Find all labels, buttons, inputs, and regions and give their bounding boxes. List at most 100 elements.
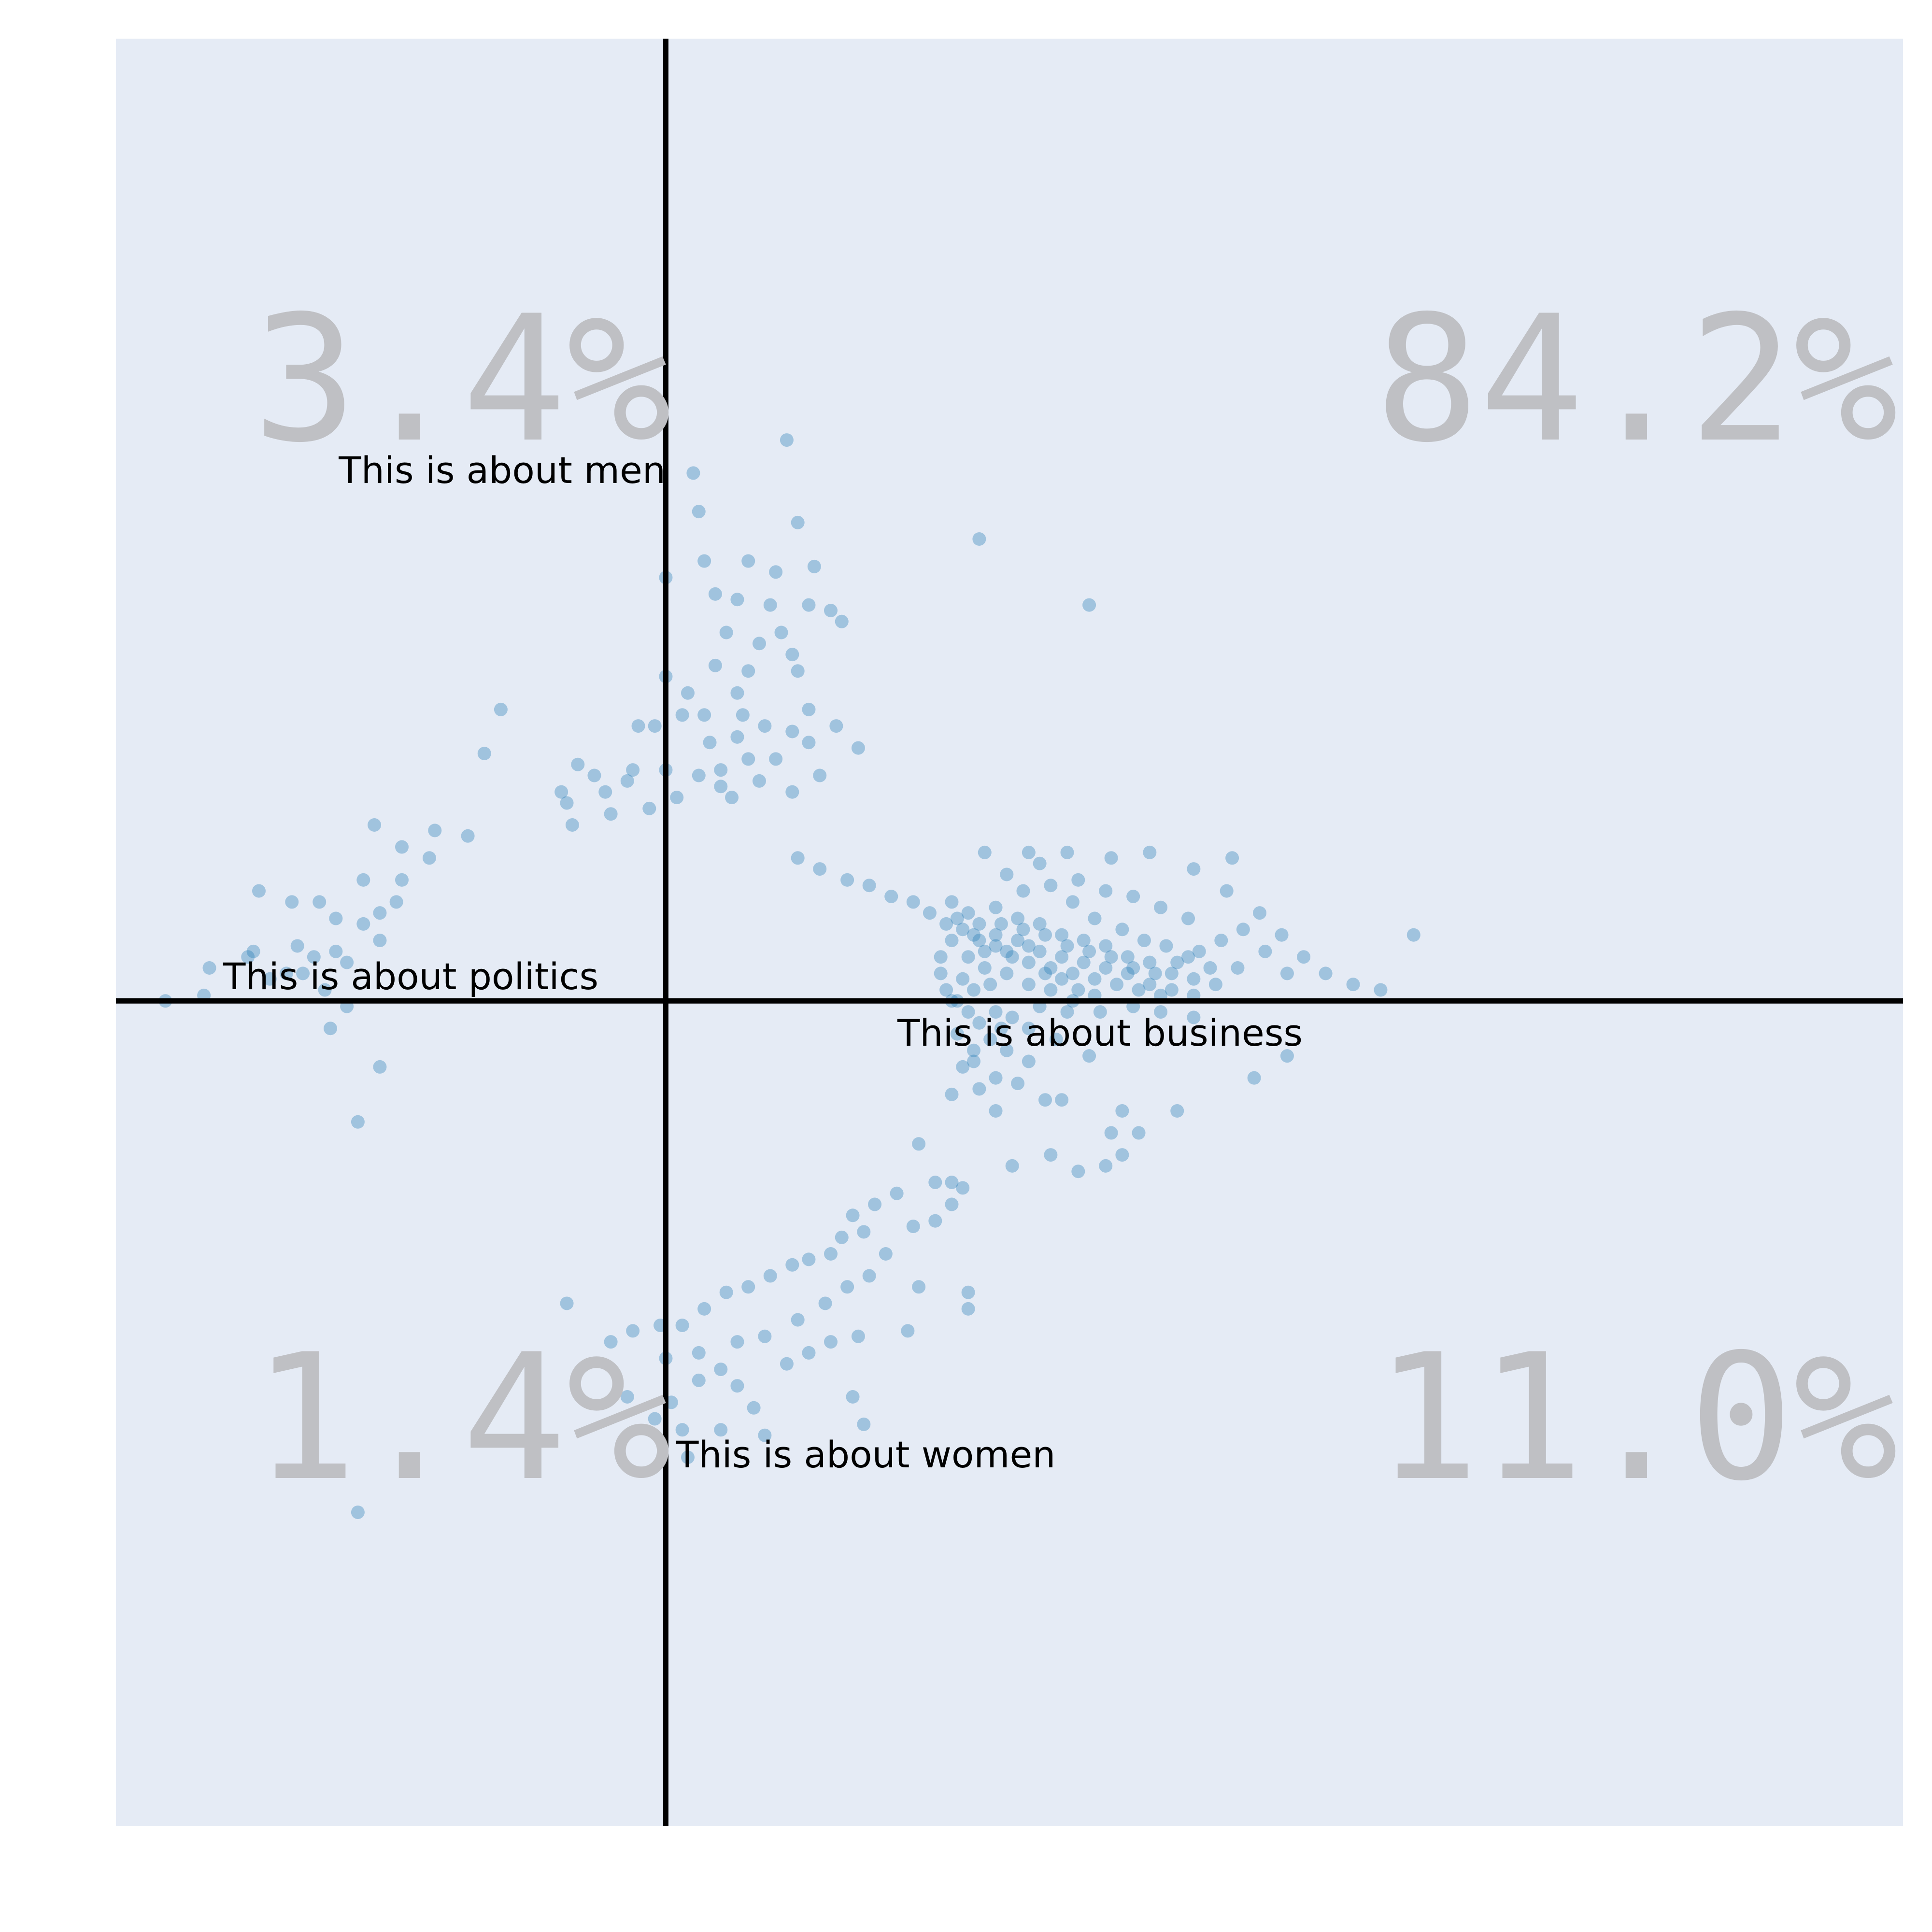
scatter-point <box>785 724 799 739</box>
scatter-point <box>989 1071 1003 1085</box>
scatter-point <box>972 934 986 948</box>
scatter-point <box>753 774 766 788</box>
scatter-point <box>813 768 827 782</box>
scatter-point <box>1154 900 1168 914</box>
scatter-point <box>884 890 898 903</box>
scatter-point <box>692 1346 706 1360</box>
scatter-point <box>1137 934 1151 948</box>
scatter-point <box>329 944 343 958</box>
scatter-point <box>802 1346 816 1360</box>
scatter-point <box>890 1186 904 1200</box>
scatter-point <box>318 983 332 997</box>
scatter-point <box>631 719 645 733</box>
scatter-point <box>1115 1148 1129 1162</box>
scatter-point <box>389 895 403 909</box>
scatter-point <box>263 972 277 986</box>
scatter-point <box>1099 1159 1113 1173</box>
scatter-point <box>1065 895 1080 909</box>
scatter-point <box>1231 961 1245 975</box>
scatter-point <box>241 950 255 964</box>
scatter-point <box>1038 928 1052 942</box>
scatter-point <box>956 1060 970 1074</box>
scatter-point <box>758 719 772 733</box>
scatter-point <box>950 911 964 925</box>
scatter-point <box>1159 939 1173 953</box>
scatter-point <box>675 1319 689 1332</box>
scatter-point <box>565 818 579 832</box>
scatter-point <box>928 1214 942 1228</box>
scatter-point <box>956 1181 970 1195</box>
scatter-point <box>373 934 387 948</box>
scatter-point <box>912 1280 926 1294</box>
scatter-point <box>708 658 722 672</box>
scatter-point <box>1346 978 1360 992</box>
scatter-point <box>719 1285 733 1299</box>
scatter-point <box>780 1357 794 1371</box>
scatter-point <box>1022 1054 1036 1068</box>
scatter-point <box>1143 955 1157 969</box>
scatter-point <box>736 708 750 722</box>
scatter-point <box>791 1313 805 1327</box>
scatter-point <box>1275 928 1289 942</box>
scatter-point <box>983 1033 997 1046</box>
axis-label-men: This is about men <box>338 449 666 492</box>
scatter-point <box>1060 1005 1074 1019</box>
scatter-point <box>972 1016 986 1030</box>
scatter-point <box>604 1335 618 1349</box>
scatter-point <box>587 768 601 782</box>
scatter-point <box>1016 923 1030 937</box>
scatter-point <box>978 944 992 958</box>
scatter-point <box>1022 978 1036 992</box>
scatter-point <box>945 895 959 909</box>
scatter-point <box>730 730 744 744</box>
scatter-point <box>741 1280 755 1294</box>
scatter-point <box>840 873 854 887</box>
scatter-point <box>1005 950 1019 964</box>
scatter-point <box>730 593 744 607</box>
scatter-point <box>1000 966 1014 980</box>
scatter-point <box>994 917 1008 931</box>
scatter-point <box>906 895 920 909</box>
scatter-point <box>1126 961 1140 975</box>
scatter-point <box>1055 950 1069 964</box>
scatter-point <box>730 1379 744 1393</box>
scatter-point <box>1033 856 1047 870</box>
scatter-point <box>763 598 777 612</box>
scatter-point <box>697 1302 711 1316</box>
scatter-point <box>307 950 321 964</box>
scatter-point <box>862 879 876 893</box>
scatter-point <box>967 1054 980 1068</box>
axis-label-business: This is about business <box>897 1011 1303 1054</box>
scatter-point <box>598 785 612 799</box>
scatter-point <box>945 1087 959 1101</box>
scatter-point <box>1220 884 1234 898</box>
scatter-point <box>824 604 838 617</box>
scatter-point <box>906 1220 920 1234</box>
scatter-point <box>1148 966 1162 980</box>
scatter-point <box>285 895 299 909</box>
plot-area <box>116 39 1903 1826</box>
scatter-point <box>1055 1093 1069 1107</box>
scatter-point <box>961 1005 975 1019</box>
scatter-point <box>1104 1126 1118 1140</box>
points-layer <box>158 433 1421 1520</box>
scatter-point <box>730 1335 744 1349</box>
scatter-point <box>422 851 436 865</box>
scatter-point <box>774 625 788 639</box>
scatter-point <box>769 565 783 579</box>
scatter-point <box>356 917 370 931</box>
scatter-point <box>1088 911 1102 925</box>
scatter-point <box>978 961 992 975</box>
scatter-point <box>554 785 568 799</box>
scatter-point <box>763 1269 777 1283</box>
scatter-point <box>1165 983 1179 997</box>
scatter-point <box>758 1329 772 1343</box>
scatter-point <box>571 757 585 771</box>
scatter-point <box>1016 884 1030 898</box>
quadrant-pct-top-left: 3.4% <box>253 278 671 481</box>
scatter-point <box>1115 923 1129 937</box>
scatter-point <box>824 1335 838 1349</box>
scatter-point <box>1022 1022 1036 1036</box>
scatter-point <box>780 433 794 447</box>
scatter-point <box>1203 961 1217 975</box>
